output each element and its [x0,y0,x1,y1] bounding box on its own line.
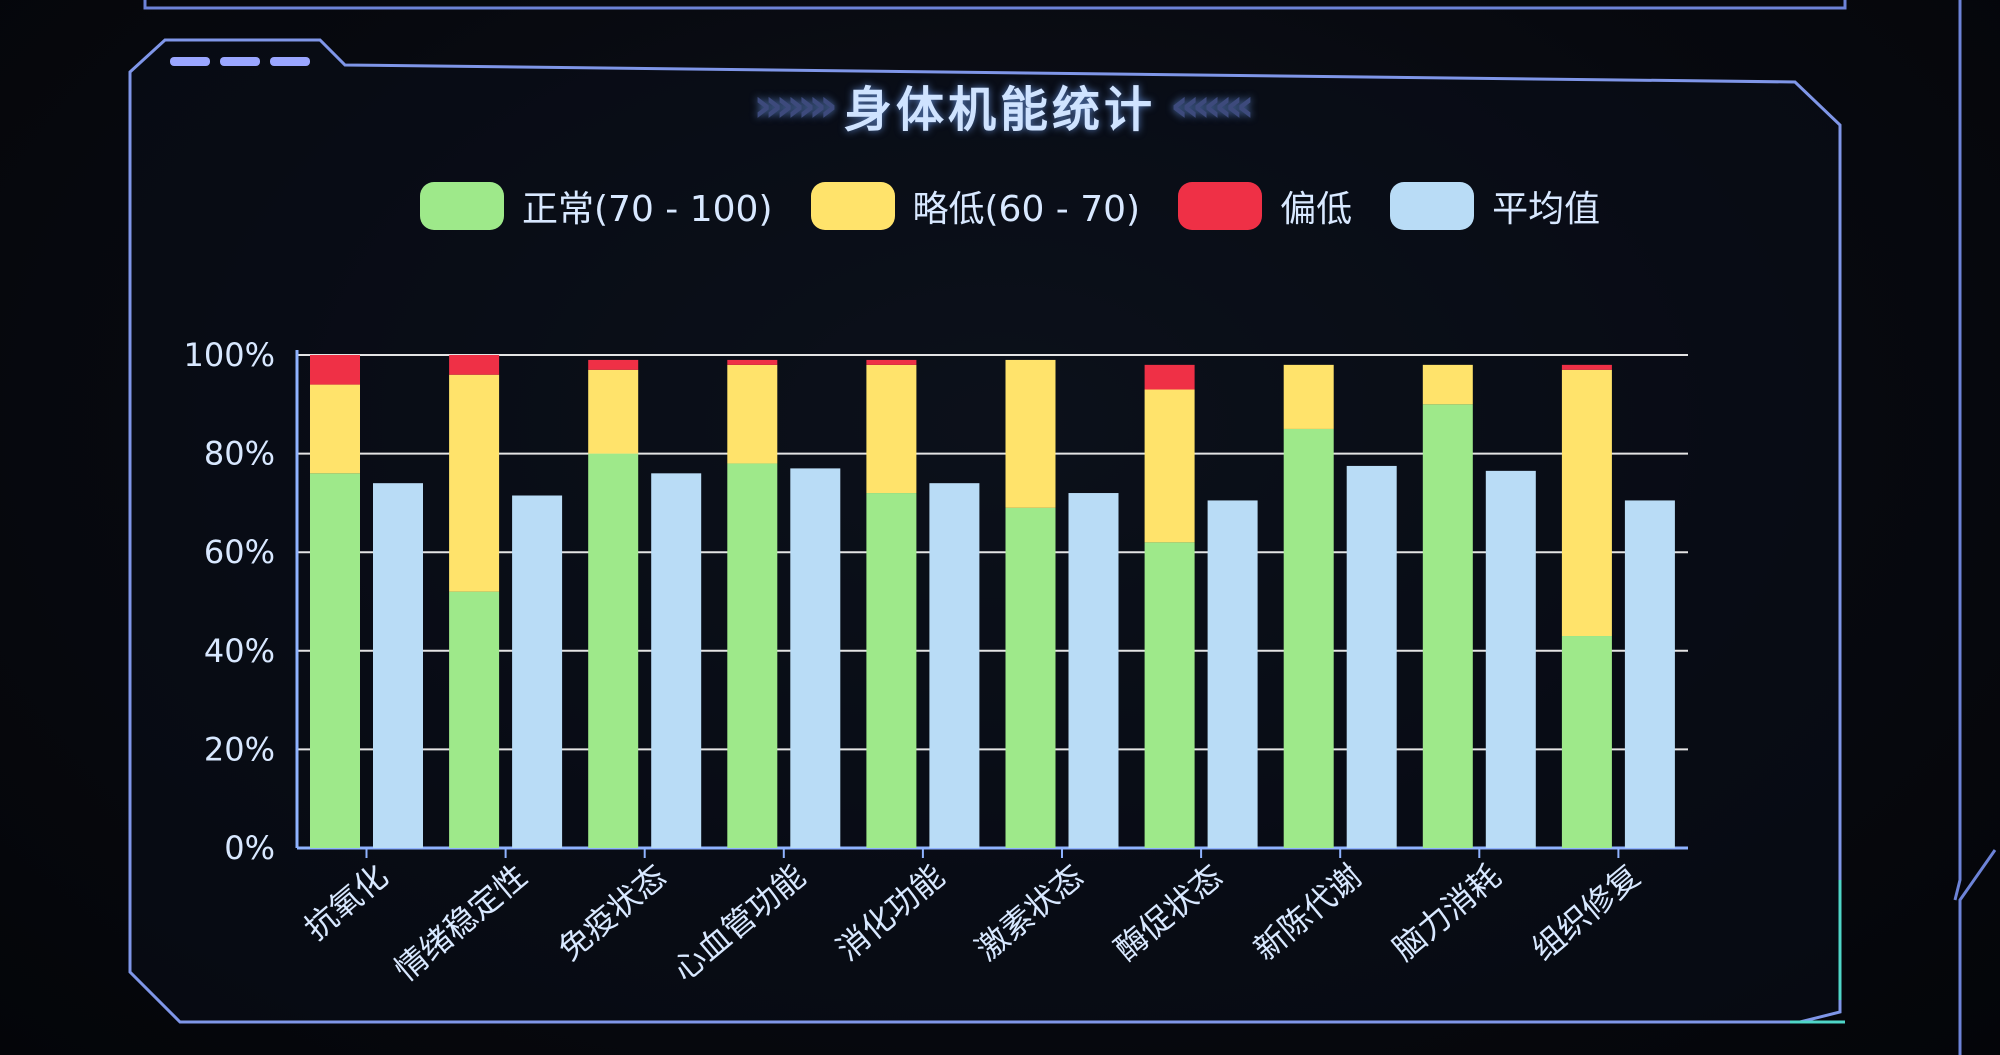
bar-segment [1561,364,1612,370]
x-category-label: 免疫状态 [551,857,673,968]
bar-segment [1144,389,1195,543]
legend-label-slightly-low: 略低(60 - 70) [912,189,1141,230]
bar-segment [449,591,500,848]
bar-segment [1561,636,1612,848]
bar-segment [1144,364,1195,390]
bar-average [790,468,841,848]
bar-segment [1561,369,1612,637]
bar-average [1068,493,1119,848]
y-tick-label: 100% [184,336,275,374]
y-tick-label: 80% [204,435,275,473]
bar-segment [449,355,500,375]
bar-segment [310,473,360,848]
x-category-label: 消化功能 [829,857,951,968]
bar-average [929,483,980,848]
bar-segment [1422,404,1473,848]
bar-segment [588,453,639,848]
chevrons-right-icon: ‹‹‹‹‹‹‹ [1170,78,1255,132]
y-tick-label: 60% [204,533,275,571]
legend-item-normal[interactable]: 正常(70 - 100) [420,180,773,232]
bar-average [1346,465,1397,848]
legend-swatch-average [1390,182,1475,230]
bar-average [651,473,702,848]
bar-segment [1422,364,1473,405]
panel-title: 身体机能统计 [843,82,1156,138]
bar-segment [727,364,778,464]
x-category-label: 酶促状态 [1107,857,1229,968]
bar-segment [866,359,917,365]
x-category-label: 心血管功能 [666,857,813,989]
bar-segment [310,355,360,385]
bar-segment [727,463,778,848]
bar-average [512,495,563,848]
legend-label-average: 平均值 [1492,189,1601,230]
legend-item-average[interactable]: 平均值 [1390,180,1600,232]
legend-label-low: 偏低 [1280,189,1353,230]
chevrons-left-icon: ››››››› [753,78,838,132]
panel-title-bar: ››››››› 身体机能统计 ‹‹‹‹‹‹‹ [640,70,1360,140]
y-tick-label: 20% [204,730,275,768]
bar-segment [1005,359,1056,508]
legend-swatch-normal [420,182,504,230]
y-tick-label: 0% [224,829,275,867]
bar-segment [310,384,360,474]
bar-segment [1005,507,1056,848]
bar-average [1485,470,1536,848]
legend-label-normal: 正常(70 - 100) [522,189,773,230]
bar-segment [588,359,639,370]
bar-segment [727,359,778,365]
bar-segment [588,369,639,454]
legend-item-slightly-low[interactable]: 略低(60 - 70) [810,180,1141,232]
bar-segment [866,364,917,494]
bar-segment [866,493,917,848]
x-category-label: 情绪稳定性 [387,857,534,989]
legend-swatch-slightly-low [810,182,895,230]
chart-legend: 正常(70 - 100) 略低(60 - 70) 偏低 平均值 [420,178,1638,234]
bar-average [1207,500,1258,848]
legend-item-low[interactable]: 偏低 [1178,180,1352,232]
bar-average [373,483,423,848]
legend-swatch-low [1178,182,1263,230]
x-category-label: 新陈代谢 [1246,857,1368,968]
x-category-label: 抗氧化 [297,857,395,948]
bar-average [1624,500,1675,848]
bar-segment [449,374,500,592]
bar-segment [1283,364,1334,429]
x-category-label: 脑力消耗 [1386,857,1508,968]
bar-segment [1144,542,1195,848]
x-category-label: 组织修复 [1525,857,1647,968]
y-tick-label: 40% [204,632,275,670]
bar-segment [1283,428,1334,848]
x-category-label: 激素状态 [968,857,1090,968]
corner-dots-icon [170,57,310,66]
